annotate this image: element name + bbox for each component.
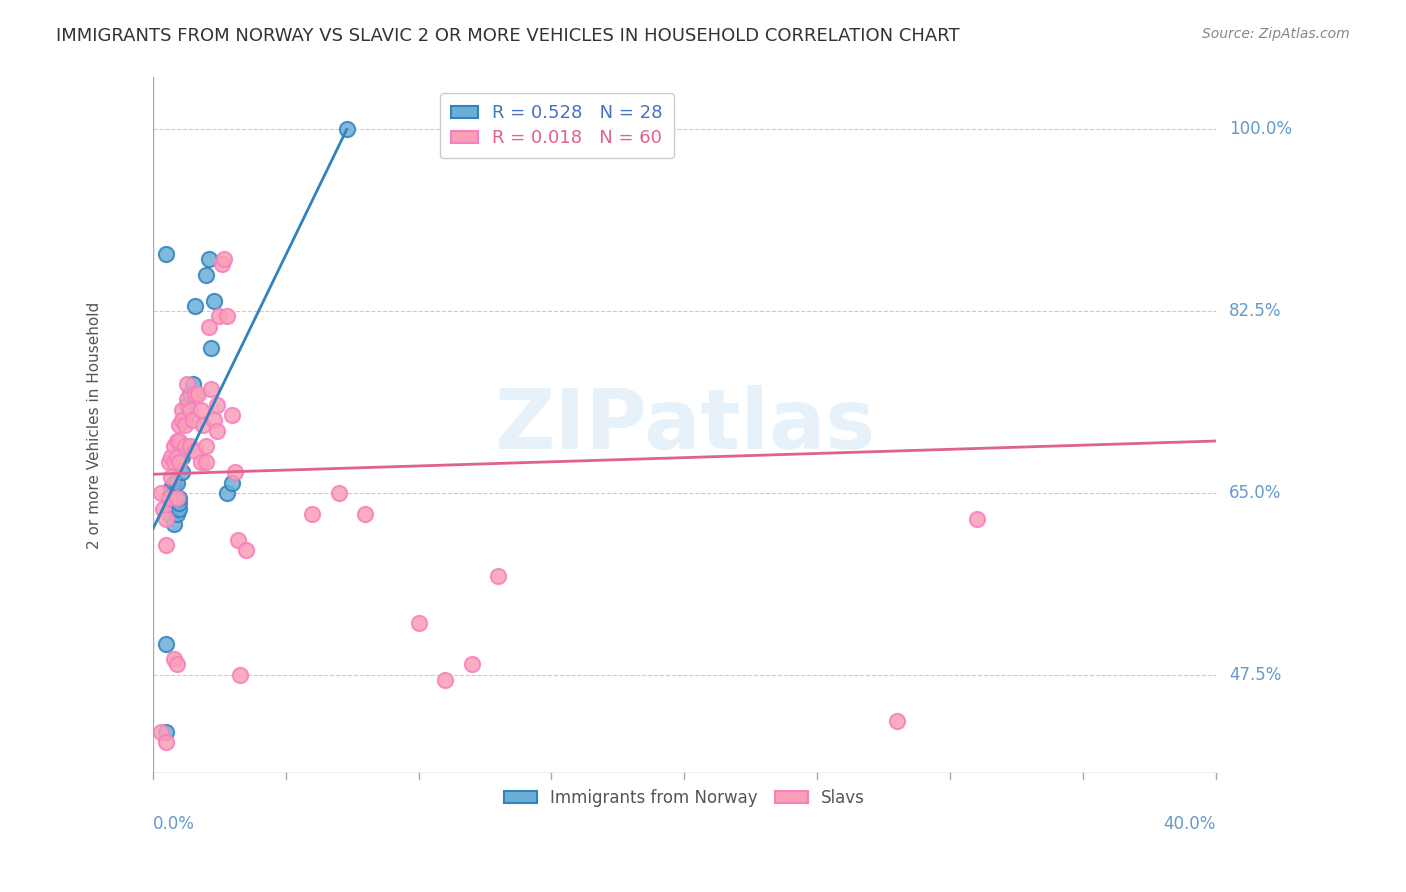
Point (160, 470, 183, 484)
Point (202, 413, 225, 427)
Point (170, 413, 193, 427)
Point (173, 413, 195, 427)
Text: 0.0%: 0.0% (153, 815, 194, 833)
Point (176, 398, 198, 412)
Point (179, 402, 201, 417)
Point (217, 310, 239, 324)
Point (408, 615, 430, 630)
Point (193, 418, 215, 433)
Point (197, 252, 219, 267)
Point (166, 434, 188, 448)
Text: 2 or more Vehicles in Household: 2 or more Vehicles in Household (87, 301, 101, 549)
Text: ZIPatlas: ZIPatlas (494, 385, 875, 466)
Point (336, 122, 359, 136)
Text: IMMIGRANTS FROM NORWAY VS SLAVIC 2 OR MORE VEHICLES IN HOUSEHOLD CORRELATION CHA: IMMIGRANTS FROM NORWAY VS SLAVIC 2 OR MO… (56, 27, 960, 45)
Point (200, 341, 222, 355)
Point (179, 439, 201, 453)
Point (170, 450, 193, 464)
Point (200, 382, 222, 396)
Text: 100.0%: 100.0% (1229, 120, 1292, 138)
Point (205, 398, 228, 412)
Point (886, 714, 908, 729)
Text: 40.0%: 40.0% (1164, 815, 1216, 833)
Point (160, 491, 183, 505)
Legend: Immigrants from Norway, Slavs: Immigrants from Norway, Slavs (496, 782, 872, 814)
Point (486, 569, 509, 583)
Point (221, 408, 243, 422)
Text: 82.5%: 82.5% (1229, 302, 1282, 320)
Point (190, 402, 212, 417)
Point (226, 533, 249, 547)
Point (155, 512, 177, 526)
Point (166, 475, 188, 490)
Point (328, 486, 350, 500)
Point (157, 455, 180, 469)
Point (221, 475, 243, 490)
Point (163, 475, 186, 490)
Point (149, 486, 172, 500)
Point (184, 299, 207, 313)
Point (181, 376, 204, 391)
Point (211, 257, 233, 271)
Point (152, 501, 174, 516)
Point (155, 247, 177, 261)
Point (217, 486, 239, 500)
Point (176, 376, 198, 391)
Point (190, 455, 212, 469)
Point (169, 455, 191, 469)
Point (208, 310, 231, 324)
Point (176, 392, 198, 407)
Text: 47.5%: 47.5% (1229, 665, 1282, 683)
Point (214, 252, 236, 267)
Point (229, 667, 252, 681)
Point (301, 507, 323, 521)
Point (169, 496, 191, 510)
Point (194, 439, 217, 453)
Point (155, 724, 177, 739)
Point (187, 387, 209, 401)
Point (184, 387, 207, 401)
Point (163, 652, 186, 666)
Point (155, 636, 177, 650)
Point (163, 517, 186, 532)
Point (169, 491, 191, 505)
Point (170, 402, 193, 417)
Point (170, 465, 193, 479)
Point (173, 439, 195, 453)
Point (184, 444, 207, 458)
Point (179, 387, 201, 401)
Point (181, 413, 204, 427)
Point (434, 673, 457, 687)
Point (224, 465, 246, 479)
Point (194, 455, 217, 469)
Point (205, 424, 228, 438)
Point (202, 293, 225, 308)
Point (194, 268, 217, 282)
Point (173, 413, 195, 427)
Point (155, 538, 177, 552)
Point (169, 434, 191, 448)
Point (235, 543, 257, 558)
Point (166, 491, 188, 505)
Point (173, 418, 195, 433)
Point (166, 450, 188, 464)
Point (149, 724, 172, 739)
Point (160, 450, 183, 464)
Point (169, 418, 191, 433)
Point (197, 319, 219, 334)
Point (460, 657, 482, 672)
Point (157, 507, 180, 521)
Point (966, 512, 988, 526)
Text: Source: ZipAtlas.com: Source: ZipAtlas.com (1202, 27, 1350, 41)
Point (155, 735, 177, 749)
Point (157, 491, 180, 505)
Point (354, 507, 377, 521)
Point (163, 455, 186, 469)
Point (169, 501, 191, 516)
Point (160, 481, 183, 495)
Text: 65.0%: 65.0% (1229, 484, 1282, 502)
Point (166, 507, 188, 521)
Point (166, 657, 188, 672)
Point (163, 439, 186, 453)
